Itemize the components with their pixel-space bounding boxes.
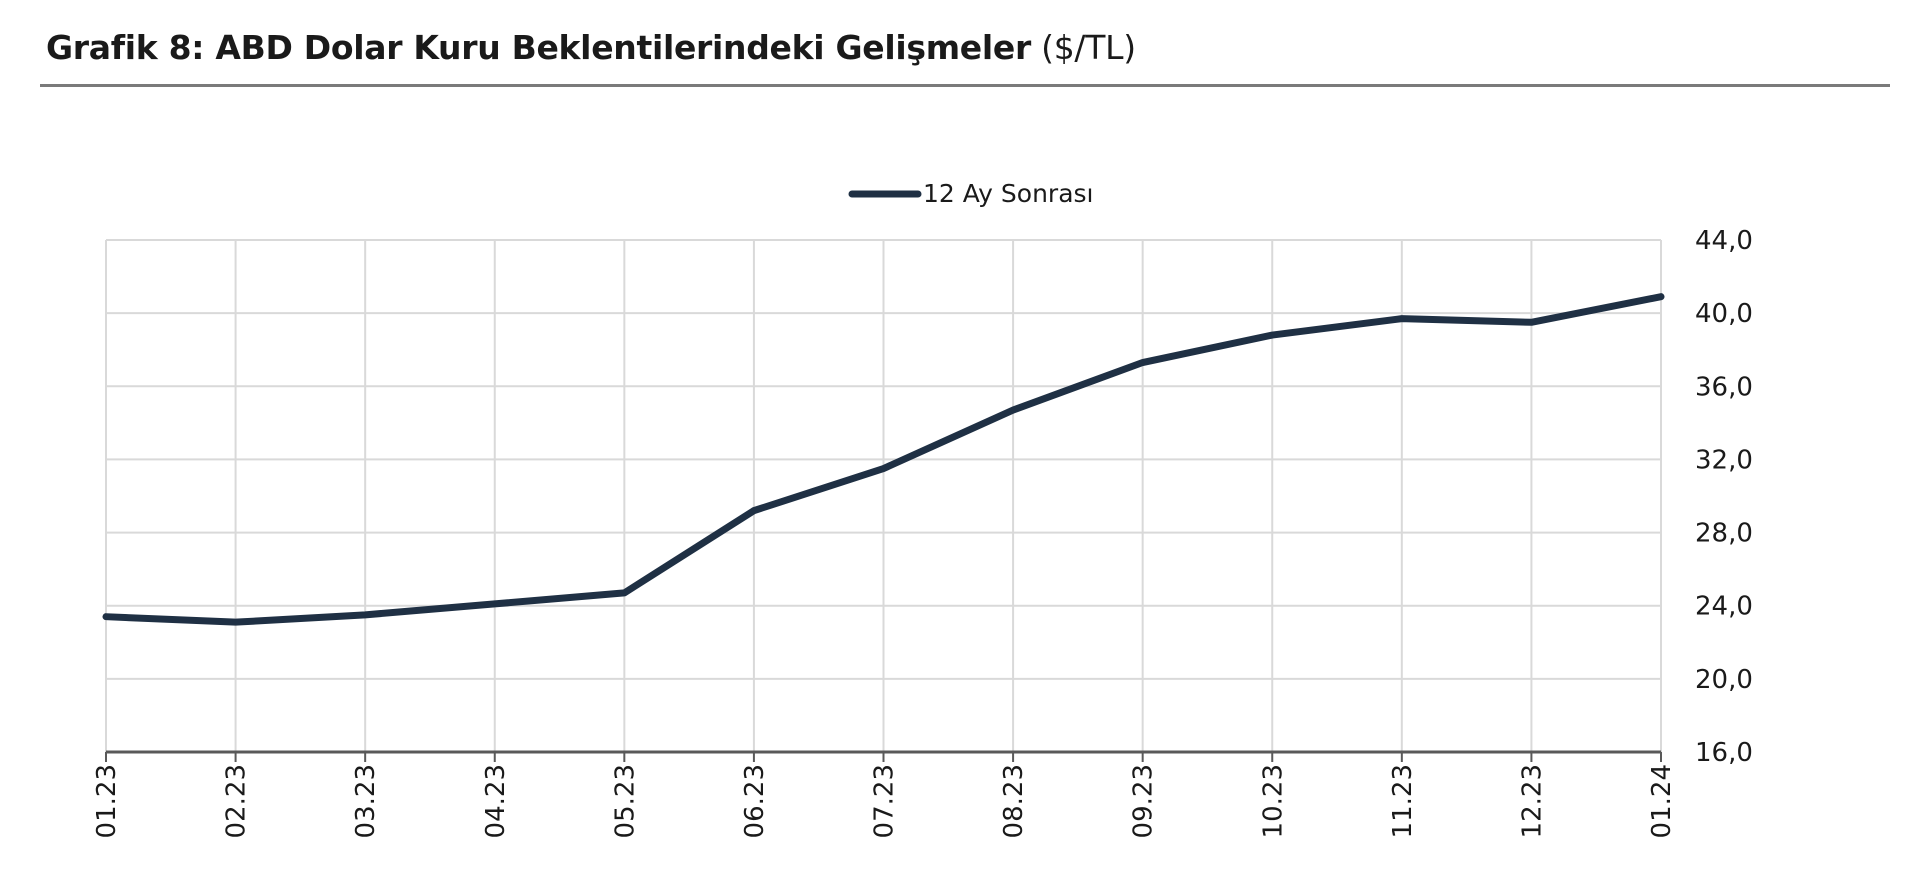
legend: 12 Ay Sonrası [848,179,1093,208]
y-tick-label: 44,0 [1695,226,1753,256]
title-divider [40,84,1890,87]
y-tick-label: 20,0 [1695,665,1753,695]
y-tick-label: 36,0 [1695,372,1753,402]
legend-label: 12 Ay Sonrası [923,179,1093,208]
x-tick-label: 04.23 [481,764,511,838]
x-tick-label: 11.23 [1388,764,1418,838]
y-tick-label: 40,0 [1695,299,1753,329]
x-tick-label: 10.23 [1258,764,1288,838]
x-tick-label: 01.24 [1647,764,1677,838]
chart-title: Grafik 8: ABD Dolar Kuru Beklentilerinde… [46,28,1136,67]
x-tick-label: 07.23 [870,764,900,838]
x-tick-label: 06.23 [740,764,770,838]
x-tick-label: 05.23 [610,764,640,838]
y-tick-label: 24,0 [1695,592,1753,622]
series-group [102,293,1665,626]
x-tick-label: 03.23 [351,764,381,838]
axes: 16,0 20,0 24,0 28,0 32,0 36,0 40,0 44,0 01.23 02.… [92,226,1753,838]
y-tick-label: 16,0 [1695,738,1753,768]
x-tick-label: 09.23 [1129,764,1159,838]
chart-title-bold: Grafik 8: ABD Dolar Kuru Beklentilerinde… [46,28,1031,67]
x-tick-label: 02.23 [222,764,252,838]
y-tick-label: 28,0 [1695,519,1753,549]
x-tick-label: 08.23 [999,764,1029,838]
y-tick-label: 32,0 [1695,445,1753,475]
x-tick-label: 01.23 [92,764,122,838]
chart-title-unit: ($/TL) [1041,28,1136,67]
x-tick-label: 12.23 [1517,764,1547,838]
